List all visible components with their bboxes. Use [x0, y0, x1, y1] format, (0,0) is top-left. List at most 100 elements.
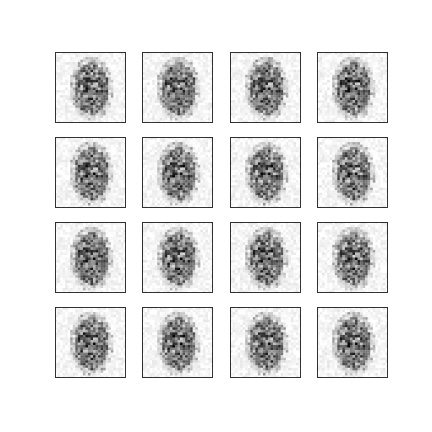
pixel	[149, 149, 153, 153]
pixel	[355, 107, 358, 111]
pixel	[200, 112, 203, 116]
pixel	[195, 175, 198, 178]
pixel	[275, 95, 279, 98]
pixel	[185, 144, 188, 148]
pixel	[380, 97, 383, 101]
pixel	[118, 92, 121, 96]
pixel	[382, 159, 386, 163]
pixel	[174, 54, 178, 58]
pixel	[67, 64, 71, 68]
pixel	[349, 107, 353, 111]
pixel	[322, 137, 325, 140]
pixel	[290, 69, 294, 73]
pixel	[85, 159, 89, 163]
pixel	[192, 180, 196, 183]
pixel	[65, 167, 68, 171]
pixel	[87, 195, 91, 198]
pixel	[169, 144, 173, 148]
pixel	[82, 64, 86, 68]
pixel	[370, 64, 373, 68]
pixel	[295, 77, 299, 80]
pixel	[230, 197, 233, 201]
pixel	[260, 202, 264, 206]
pixel	[55, 74, 58, 78]
pixel	[85, 177, 89, 181]
pixel	[339, 137, 343, 140]
pixel	[110, 139, 114, 143]
pixel	[242, 187, 246, 191]
pixel	[240, 185, 243, 188]
pixel	[382, 120, 386, 124]
pixel	[230, 192, 233, 196]
pixel	[262, 120, 266, 124]
pixel	[260, 162, 264, 165]
pixel	[110, 97, 114, 101]
pixel	[290, 57, 294, 60]
pixel	[82, 187, 86, 191]
pixel	[152, 202, 155, 206]
pixel	[275, 100, 279, 103]
pixel	[273, 175, 276, 178]
pixel	[85, 147, 89, 150]
pixel	[167, 167, 170, 171]
pixel	[85, 192, 89, 196]
pixel	[172, 147, 176, 150]
pixel	[232, 185, 236, 188]
pixel	[319, 107, 323, 111]
pixel	[154, 177, 158, 181]
pixel	[380, 69, 383, 73]
pixel	[167, 100, 170, 103]
pixel	[242, 205, 246, 209]
pixel	[174, 110, 178, 113]
pixel	[250, 187, 253, 191]
pixel	[142, 149, 145, 153]
pixel	[357, 77, 361, 80]
pixel	[278, 105, 281, 108]
pixel	[205, 164, 208, 168]
pixel	[295, 115, 299, 118]
pixel	[237, 74, 241, 78]
pixel	[200, 97, 203, 101]
pixel	[174, 112, 178, 116]
pixel	[100, 139, 104, 143]
pixel	[77, 62, 81, 65]
pixel	[288, 162, 291, 165]
pixel	[110, 112, 114, 116]
pixel	[75, 139, 78, 143]
pixel	[280, 64, 284, 68]
pixel	[113, 180, 116, 183]
pixel	[105, 84, 109, 88]
pixel	[103, 87, 106, 91]
pixel	[339, 172, 343, 176]
pixel	[149, 57, 153, 60]
pixel	[257, 82, 261, 86]
pixel	[237, 137, 241, 140]
pixel	[72, 144, 76, 148]
pixel	[159, 154, 163, 158]
pixel	[115, 72, 119, 75]
pixel	[70, 164, 73, 168]
pixel	[87, 139, 91, 143]
pixel	[55, 82, 58, 86]
pixel	[192, 115, 196, 118]
pixel	[98, 57, 101, 60]
pixel	[295, 54, 299, 58]
pixel	[285, 77, 289, 80]
pixel	[177, 187, 181, 191]
pixel	[149, 202, 153, 206]
pixel	[85, 92, 89, 96]
pixel	[154, 105, 158, 108]
pixel	[164, 87, 168, 91]
pixel	[235, 54, 238, 58]
pixel	[245, 149, 248, 153]
pixel	[334, 100, 338, 103]
pixel	[270, 182, 274, 186]
pixel	[362, 147, 366, 150]
pixel	[80, 144, 83, 148]
pixel	[252, 157, 256, 160]
pixel	[355, 74, 358, 78]
pixel	[273, 77, 276, 80]
pixel	[157, 182, 160, 186]
pixel	[347, 142, 351, 145]
pixel	[319, 142, 323, 145]
